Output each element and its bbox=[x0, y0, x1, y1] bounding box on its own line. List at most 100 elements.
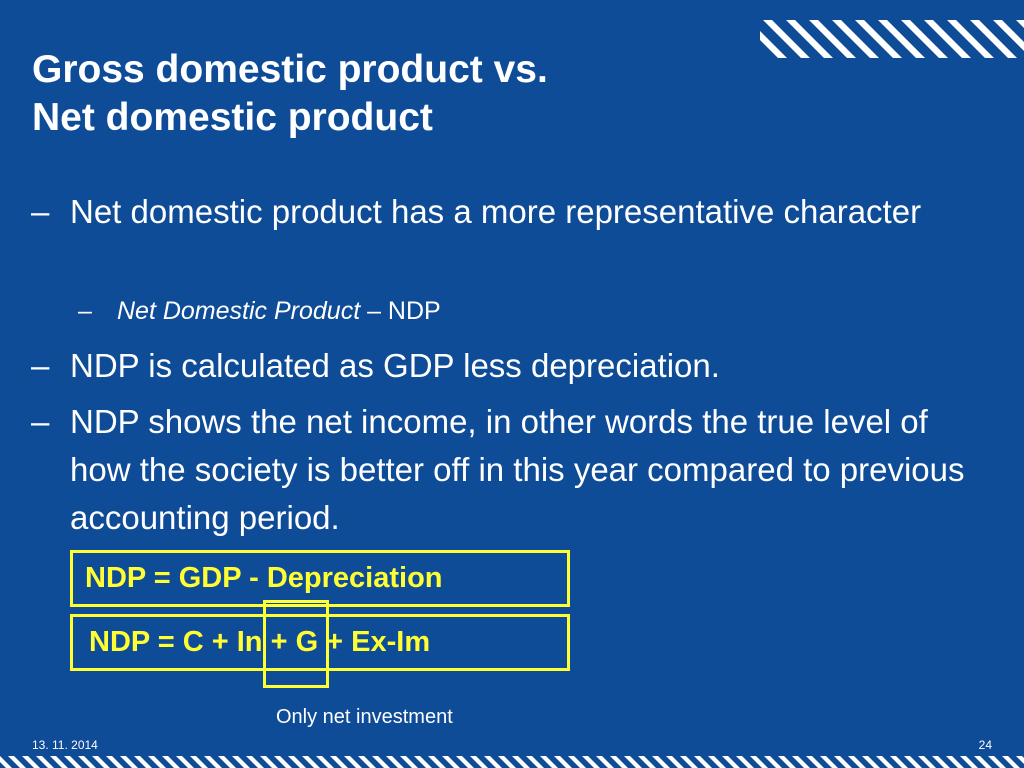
stripe bbox=[694, 756, 712, 768]
stripe bbox=[862, 756, 880, 768]
stripe bbox=[498, 756, 516, 768]
stripe bbox=[512, 756, 530, 768]
stripe bbox=[78, 756, 96, 768]
stripe bbox=[764, 756, 782, 768]
stripe bbox=[470, 756, 488, 768]
stripe bbox=[806, 756, 824, 768]
stripe bbox=[993, 20, 1024, 51]
stripe bbox=[120, 756, 138, 768]
stripe bbox=[988, 756, 1006, 768]
top-right-stripes bbox=[760, 20, 1024, 58]
slide-title-line-1: Gross domestic product vs. bbox=[32, 48, 548, 91]
bullet-2: – NDP is calculated as GDP less deprecia… bbox=[31, 342, 991, 390]
stripe bbox=[786, 20, 833, 58]
stripe bbox=[344, 756, 362, 768]
stripe bbox=[540, 756, 558, 768]
stripe bbox=[302, 756, 320, 768]
stripe bbox=[834, 756, 852, 768]
stripe bbox=[708, 756, 726, 768]
stripe bbox=[947, 20, 994, 58]
stripe bbox=[778, 756, 796, 768]
stripe bbox=[736, 756, 754, 768]
stripe bbox=[901, 20, 948, 58]
stripe bbox=[876, 756, 894, 768]
stripe bbox=[274, 756, 292, 768]
page-number: 24 bbox=[978, 738, 992, 752]
stripe bbox=[428, 756, 446, 768]
stripe bbox=[924, 20, 971, 58]
stripe bbox=[890, 756, 908, 768]
stripe bbox=[526, 756, 544, 768]
stripe bbox=[974, 756, 992, 768]
stripe bbox=[442, 756, 460, 768]
stripe bbox=[400, 756, 418, 768]
stripe bbox=[218, 756, 236, 768]
formula-ndp-expenditure: NDP = C + In + G + Ex-Im bbox=[70, 614, 570, 671]
stripe bbox=[568, 756, 586, 768]
stripe bbox=[582, 756, 600, 768]
stripe bbox=[106, 756, 124, 768]
bullet-1-text: Net domestic product has a more represen… bbox=[70, 193, 922, 230]
stripe bbox=[190, 756, 208, 768]
bullet-3: – NDP shows the net income, in other wor… bbox=[31, 398, 991, 542]
stripe bbox=[652, 756, 670, 768]
stripe bbox=[148, 756, 166, 768]
stripe bbox=[316, 756, 334, 768]
stripe bbox=[8, 756, 26, 768]
stripe bbox=[855, 20, 902, 58]
stripe bbox=[878, 20, 925, 58]
stripe bbox=[970, 20, 1017, 58]
stripe bbox=[204, 756, 222, 768]
stripe bbox=[722, 756, 740, 768]
bullet-1: – Net domestic product has a more repres… bbox=[31, 188, 991, 236]
stripe bbox=[932, 756, 950, 768]
stripe bbox=[176, 756, 194, 768]
stripe bbox=[484, 756, 502, 768]
stripe bbox=[414, 756, 432, 768]
stripe bbox=[904, 756, 922, 768]
stripe bbox=[0, 756, 12, 768]
stripe bbox=[750, 756, 768, 768]
stripe bbox=[134, 756, 152, 768]
stripe bbox=[50, 756, 68, 768]
stripe bbox=[22, 756, 40, 768]
stripe bbox=[36, 756, 54, 768]
slide-title-line-2: Net domestic product bbox=[32, 96, 433, 139]
stripe bbox=[610, 756, 628, 768]
stripe bbox=[246, 756, 264, 768]
ndp-term: Net Domestic Product bbox=[117, 297, 361, 325]
stripe bbox=[162, 756, 180, 768]
bottom-stripes bbox=[0, 756, 1024, 768]
sub-bullet-dash: – bbox=[78, 297, 92, 325]
stripe bbox=[638, 756, 656, 768]
net-investment-annotation: Only net investment bbox=[276, 706, 453, 728]
stripe bbox=[92, 756, 110, 768]
bullet-2-text: NDP is calculated as GDP less depreciati… bbox=[70, 347, 720, 384]
stripe bbox=[358, 756, 376, 768]
stripe bbox=[820, 756, 838, 768]
stripe bbox=[1002, 756, 1020, 768]
stripe bbox=[232, 756, 250, 768]
formula-ndp-gdp-depreciation: NDP = GDP - Depreciation bbox=[70, 550, 570, 607]
stripe bbox=[832, 20, 879, 58]
bullet-dash: – bbox=[31, 347, 50, 384]
stripe bbox=[960, 756, 978, 768]
slide-title: Gross domestic product vs. Net domestic … bbox=[32, 46, 548, 142]
stripe bbox=[1016, 756, 1024, 764]
stripe bbox=[554, 756, 572, 768]
stripe bbox=[680, 756, 698, 768]
sub-bullet-1-text: Net Domestic Product – NDP bbox=[117, 295, 978, 327]
sub-bullet-1: – Net Domestic Product – NDP bbox=[78, 295, 978, 327]
stripe bbox=[456, 756, 474, 768]
stripe bbox=[666, 756, 684, 768]
stripe bbox=[596, 756, 614, 768]
stripe bbox=[760, 31, 787, 58]
bullet-dash: – bbox=[31, 193, 50, 230]
stripe bbox=[809, 20, 856, 58]
stripe bbox=[1016, 20, 1024, 28]
net-investment-highlight-box bbox=[263, 600, 329, 688]
stripe bbox=[288, 756, 306, 768]
stripe bbox=[763, 20, 810, 58]
stripe bbox=[946, 756, 964, 768]
